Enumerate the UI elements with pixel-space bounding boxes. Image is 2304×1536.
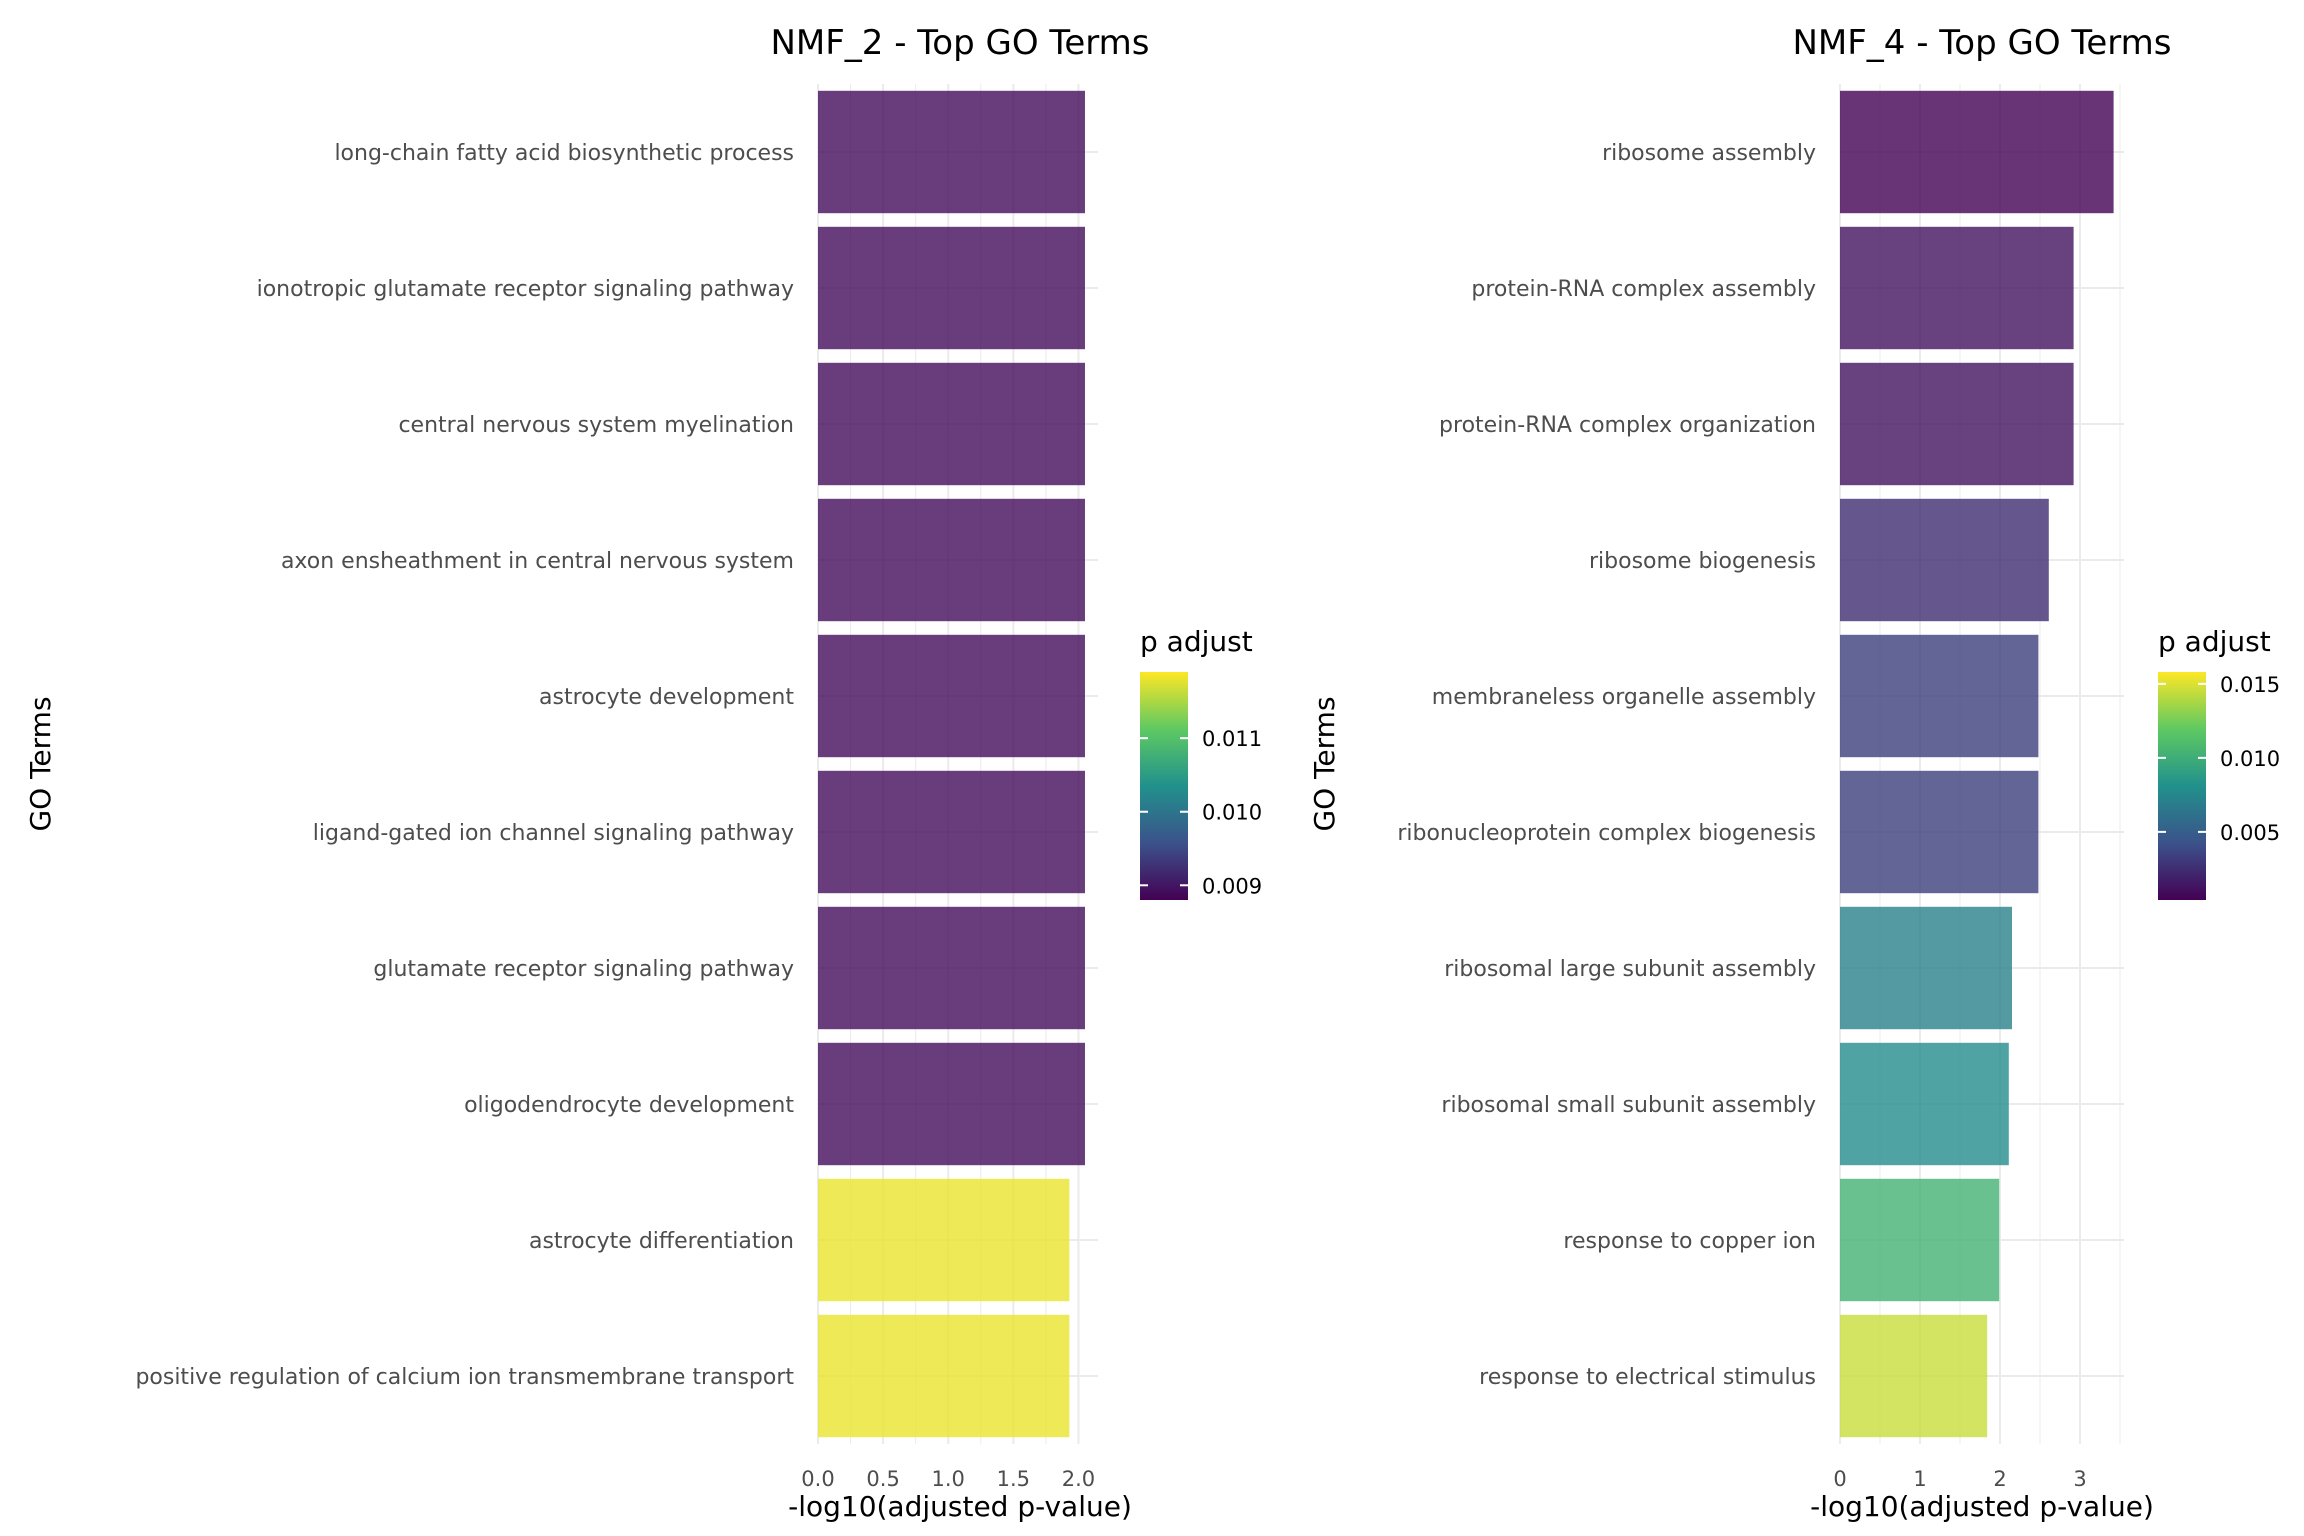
category-label: positive regulation of calcium ion trans…: [135, 1365, 794, 1390]
x-axis-title: -log10(adjusted p-value): [788, 1490, 1132, 1523]
nmf4-chart-panel: NMF_4 - Top GO Terms ribosome assembly pr…: [1308, 23, 2280, 1523]
color-legend: p adjust 0.011 0.010 0.009: [1140, 625, 1262, 900]
chart-title: NMF_2 - Top GO Terms: [770, 23, 1149, 63]
x-tick-label: 0: [1833, 1467, 1846, 1491]
legend-tick-label: 0.009: [1202, 874, 1262, 898]
bar: [1840, 634, 2039, 758]
bar: [818, 906, 1085, 1030]
x-tick-labels: 0 1 2 3: [1833, 1467, 2086, 1491]
legend-tick-label: 0.011: [1202, 727, 1262, 751]
legend-tick-label: 0.005: [2220, 821, 2280, 845]
category-labels: ribosome assembly protein-RNA complex ass…: [1397, 141, 1816, 1390]
category-label: response to copper ion: [1563, 1229, 1816, 1254]
category-label: ligand-gated ion channel signaling pathw…: [313, 821, 794, 846]
legend-tick-label: 0.010: [1202, 801, 1262, 825]
color-legend: p adjust 0.015 0.010 0.005: [2158, 625, 2280, 900]
category-label: axon ensheathment in central nervous sys…: [281, 549, 794, 574]
bar: [1840, 362, 2074, 486]
x-tick-label: 2.0: [1062, 1467, 1095, 1491]
bar: [1840, 498, 2049, 622]
legend-tick-label: 0.015: [2220, 673, 2280, 697]
bar: [818, 1314, 1070, 1438]
category-label: protein-RNA complex organization: [1439, 413, 1816, 438]
bar: [818, 1042, 1085, 1166]
x-tick-label: 1.5: [997, 1467, 1030, 1491]
category-labels: long-chain fatty acid biosynthetic proce…: [135, 141, 794, 1390]
category-label: glutamate receptor signaling pathway: [373, 957, 794, 982]
x-tick-labels: 0.0 0.5 1.0 1.5 2.0: [801, 1467, 1095, 1491]
bar: [818, 498, 1085, 622]
category-label: ionotropic glutamate receptor signaling …: [257, 277, 794, 302]
bar: [818, 634, 1085, 758]
bars: [1840, 90, 2114, 1438]
x-axis-title: -log10(adjusted p-value): [1810, 1490, 2154, 1523]
category-label: ribosomal large subunit assembly: [1444, 957, 1816, 982]
legend-tick-label: 0.010: [2220, 747, 2280, 771]
x-tick-label: 0.0: [801, 1467, 834, 1491]
bar: [818, 90, 1085, 214]
bar: [1840, 226, 2074, 350]
bar: [1840, 90, 2114, 214]
bar: [1840, 1042, 2009, 1166]
legend-title: p adjust: [2158, 625, 2271, 658]
category-label: ribosomal small subunit assembly: [1441, 1093, 1816, 1118]
bar: [1840, 906, 2012, 1030]
category-label: ribonucleoprotein complex biogenesis: [1397, 821, 1816, 846]
legend-title: p adjust: [1140, 625, 1253, 658]
bar: [1840, 1314, 1988, 1438]
bar: [1840, 1178, 2000, 1302]
legend-ticks: 0.011 0.010 0.009: [1140, 727, 1262, 898]
x-tick-label: 1.0: [932, 1467, 965, 1491]
category-label: ribosome biogenesis: [1589, 549, 1816, 574]
bar: [818, 770, 1085, 894]
category-label: long-chain fatty acid biosynthetic proce…: [334, 141, 794, 166]
bar: [818, 1178, 1070, 1302]
category-label: oligodendrocyte development: [464, 1093, 794, 1118]
x-tick-label: 2: [1993, 1467, 2006, 1491]
category-label: response to electrical stimulus: [1479, 1365, 1816, 1390]
category-label: ribosome assembly: [1602, 141, 1816, 166]
legend-colorbar: [1140, 672, 1188, 900]
legend-colorbar: [2158, 672, 2206, 900]
category-label: central nervous system myelination: [398, 413, 794, 438]
x-tick-label: 0.5: [866, 1467, 899, 1491]
legend-ticks: 0.015 0.010 0.005: [2158, 673, 2280, 845]
category-label: membraneless organelle assembly: [1432, 685, 1816, 710]
bar: [818, 226, 1085, 350]
category-label: protein-RNA complex assembly: [1471, 277, 1816, 302]
bars: [818, 90, 1085, 1438]
bar: [818, 362, 1085, 486]
bar: [1840, 770, 2039, 894]
category-label: astrocyte differentiation: [529, 1229, 794, 1254]
y-axis-title: GO Terms: [1308, 696, 1341, 831]
chart-title: NMF_4 - Top GO Terms: [1792, 23, 2171, 63]
category-label: astrocyte development: [539, 685, 794, 710]
x-tick-label: 3: [2073, 1467, 2086, 1491]
x-tick-label: 1: [1913, 1467, 1926, 1491]
y-axis-title: GO Terms: [24, 696, 57, 831]
nmf2-chart-panel: NMF_2 - Top GO Terms long-chain fatty ac…: [24, 23, 1262, 1523]
